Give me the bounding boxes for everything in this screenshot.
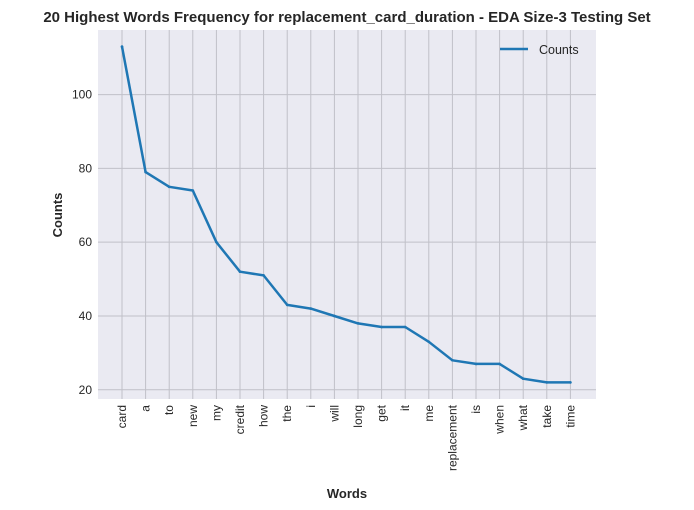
data-point (498, 362, 501, 366)
data-point (521, 377, 525, 381)
x-tick-label: get (375, 404, 389, 421)
data-point (191, 189, 195, 192)
grid-layer (98, 30, 596, 399)
legend: Counts (500, 43, 579, 57)
y-axis-title: Counts (50, 193, 65, 238)
x-tick-label: when (493, 405, 507, 435)
x-tick-label: will (327, 405, 341, 423)
y-tick-label: 80 (79, 161, 93, 175)
x-tick-label: long (351, 405, 365, 428)
data-point (262, 274, 265, 277)
x-tick-layer: card a to new my credit how the i will long get it me… (115, 404, 577, 471)
data-point (215, 240, 218, 244)
chart-title: 20 Highest Words Frequency for replaceme… (43, 9, 650, 26)
data-point (451, 358, 454, 362)
y-tick-label: 100 (72, 88, 92, 102)
x-tick-label: is (469, 405, 483, 414)
y-tick-label: 40 (79, 309, 93, 323)
y-tick-label: 20 (79, 383, 93, 397)
data-point (569, 381, 572, 384)
x-tick-label: me (422, 405, 436, 422)
x-tick-label: credit (233, 404, 247, 434)
x-tick-label: a (139, 405, 153, 412)
y-tick-layer: 20 40 60 80 100 (72, 88, 92, 397)
data-point (333, 314, 336, 318)
data-point (120, 45, 124, 48)
x-tick-label: replacement (445, 404, 459, 471)
x-tick-label: to (162, 405, 176, 415)
data-point (356, 322, 360, 325)
x-tick-label: what (516, 404, 530, 431)
data-point (144, 170, 147, 174)
x-tick-label: how (257, 405, 271, 427)
x-axis-title: Words (327, 486, 367, 501)
data-point (545, 381, 549, 384)
x-tick-label: my (209, 405, 223, 421)
plot-area (98, 30, 596, 399)
x-tick-label: new (186, 405, 200, 427)
data-point (380, 325, 383, 329)
data-point (474, 362, 478, 366)
x-tick-label: the (280, 405, 294, 422)
legend-label: Counts (539, 43, 579, 57)
data-point (309, 307, 313, 310)
data-point (285, 303, 289, 307)
data-point (403, 325, 407, 329)
series-layer (120, 45, 572, 384)
x-tick-label: take (540, 405, 554, 428)
series-line (120, 45, 572, 384)
data-point (427, 340, 431, 344)
data-point (238, 270, 242, 273)
x-tick-label: time (563, 405, 577, 428)
x-tick-label: it (398, 404, 412, 411)
y-tick-label: 60 (79, 235, 93, 249)
x-tick-label: i (304, 405, 318, 408)
x-tick-label: card (115, 405, 129, 428)
data-point (167, 185, 171, 189)
